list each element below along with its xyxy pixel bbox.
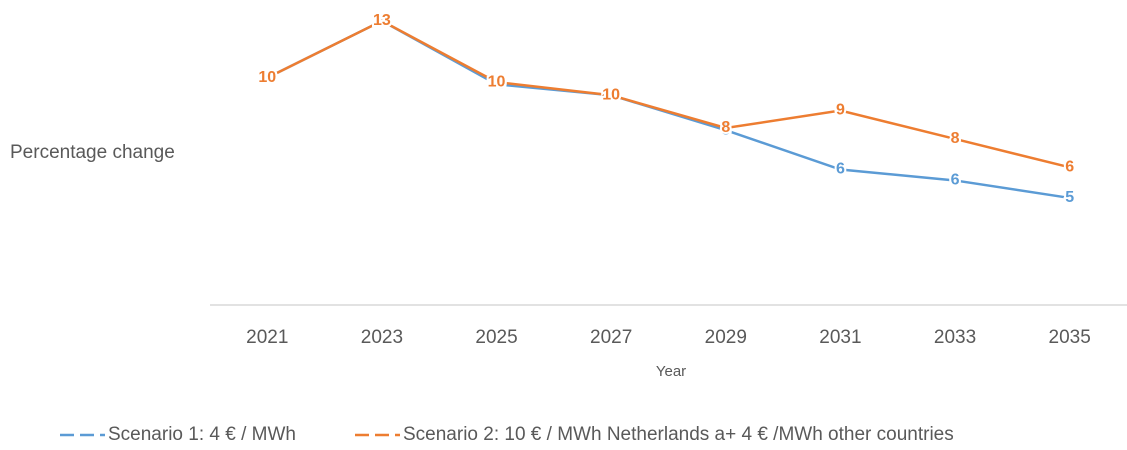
data-label: 10 — [602, 86, 620, 103]
data-label: 10 — [488, 76, 506, 93]
data-label: 6 — [951, 172, 960, 189]
data-label: 6 — [1065, 159, 1074, 176]
x-tick-label: 2027 — [590, 327, 632, 348]
data-label: 13 — [373, 12, 391, 29]
series-line — [266, 19, 1070, 169]
data-label: 6 — [836, 161, 845, 178]
data-label: 13 — [373, 12, 391, 29]
data-label: 10 — [258, 69, 276, 86]
data-label: 8 — [951, 130, 960, 147]
data-label: 10 — [258, 69, 276, 86]
x-tick-label: 2021 — [246, 327, 288, 348]
x-tick-label: 2025 — [475, 327, 517, 348]
x-tick-label: 2023 — [361, 327, 403, 348]
data-label: 8 — [721, 121, 730, 138]
x-tick-label: 2033 — [934, 327, 976, 348]
series-line — [266, 19, 1070, 200]
data-label: 5 — [1065, 189, 1074, 206]
data-label: 10 — [602, 86, 620, 103]
data-label: 10 — [488, 73, 506, 90]
x-tick-label: 2035 — [1049, 327, 1091, 348]
legend-label: Scenario 1: 4 € / MWh — [108, 424, 296, 445]
legend-label: Scenario 2: 10 € / MWh Netherlands a+ 4 … — [403, 424, 954, 445]
data-label: 8 — [721, 119, 730, 136]
data-label: 9 — [836, 102, 845, 119]
x-axis-title: Year — [656, 363, 686, 380]
y-axis-title: Percentage change — [10, 142, 175, 163]
x-tick-label: 2031 — [819, 327, 861, 348]
x-tick-label: 2029 — [705, 327, 747, 348]
